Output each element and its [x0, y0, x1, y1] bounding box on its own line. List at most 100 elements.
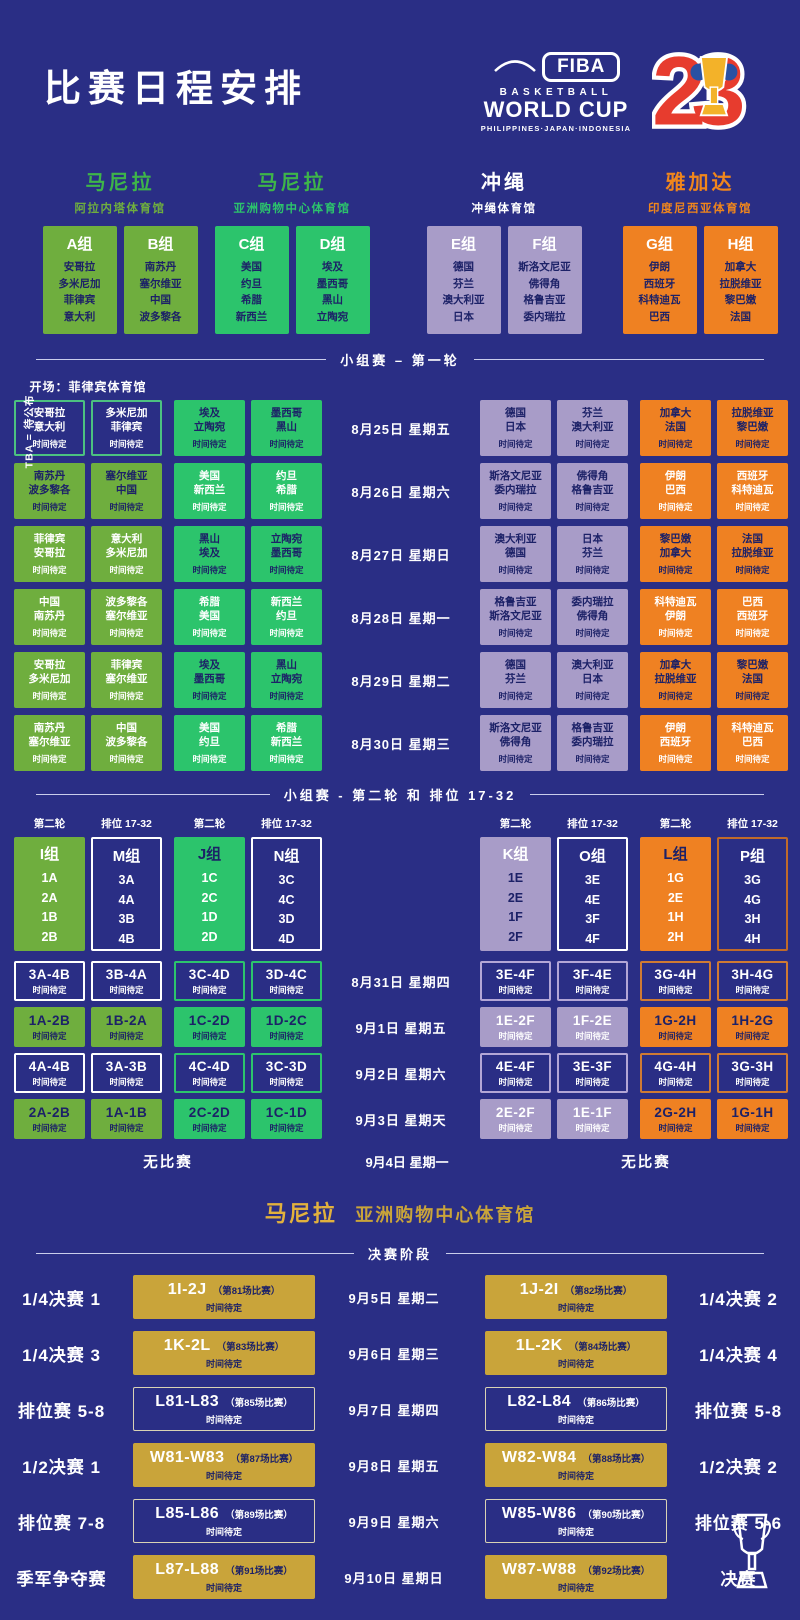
tbd-label: 时间待定 [32, 984, 67, 995]
match-code: 3B-4A [105, 966, 148, 982]
team-name: 芬兰 [453, 277, 474, 290]
team-name: 格鲁吉亚 [571, 722, 614, 734]
round1-section: 小组赛 – 第一轮 开场：菲律宾体育馆 安哥拉 意大利 时间待定 多米尼加 菲律宾 时间待… [0, 350, 800, 771]
match-cell: 2C-2D 时间待定 [174, 1099, 245, 1139]
tbd-label: 时间待定 [205, 1414, 242, 1425]
tbd-label: 时间待定 [498, 754, 533, 764]
team-name: 黎巴嫩 [724, 294, 757, 306]
team-name: 意大利 [63, 310, 96, 323]
match-pair: 埃及 立陶宛 时间待定 墨西哥 黑山 时间待定 [174, 400, 322, 456]
match-cell: 1C-1D 时间待定 [251, 1099, 322, 1139]
team-name: 黎巴嫩 [736, 659, 769, 671]
finals-match-line: W87-W88 （第92场比赛） [502, 1561, 650, 1579]
finals-row: 排位赛 5-8 L81-L83 （第85场比赛） 时间待定 9月7日 星期四 L82-L8… [0, 1387, 800, 1431]
match-cell: 4G-4H 时间待定 [640, 1053, 711, 1093]
team-name: 新西兰 [193, 484, 226, 496]
tbd-label: 时间待定 [32, 1076, 67, 1087]
tbd-label: 时间待定 [205, 1302, 242, 1313]
match-number-note: （第85场比赛） [225, 1397, 293, 1409]
match-cell: 芬兰 澳大利亚 时间待定 [557, 400, 628, 456]
finals-match-line: L85-L86 （第89场比赛） [155, 1505, 293, 1523]
fiba-hosts-label: PHILIPPINES·JAPAN·INDONESIA [480, 123, 632, 133]
schedule-row: 菲律宾 安哥拉 时间待定 意大利 多米尼加 时间待定 黑山 埃及 时间待定 立陶宛 墨西哥 时间待定 8… [0, 526, 800, 582]
match-code: W82-W84 [501, 1448, 577, 1466]
team-name: 委内瑞拉 [494, 484, 537, 496]
tbd-label: 时间待定 [109, 984, 144, 995]
team-name: 德国 [453, 261, 474, 273]
match-cell: 斯洛文尼亚 委内瑞拉 时间待定 [480, 463, 551, 519]
team-name: 新西兰 [270, 736, 303, 748]
schedule-row: 4A-4B 时间待定 3A-3B 时间待定 4C-4D 时间待定 3C-3D 时间待定 9月2日… [0, 1053, 800, 1093]
match-pair: 斯洛文尼亚 委内瑞拉 时间待定 佛得角 格鲁吉亚 时间待定 [480, 463, 628, 519]
match-code: L85-L86 [155, 1504, 220, 1522]
venue-arena: 亚洲购物中心体育馆 [233, 203, 351, 215]
match-pair: 澳大利亚 德国 时间待定 日本 芬兰 时间待定 [480, 526, 628, 582]
venue-arena: 冲绳体育馆 [471, 203, 537, 215]
team-name: 希腊 [199, 596, 220, 608]
match-pair: 2C-2D 时间待定 1C-1D 时间待定 [174, 1099, 322, 1139]
match-number-note: （第88场比赛） [582, 1453, 651, 1465]
no-game-right: 无比赛 [621, 1155, 671, 1171]
round2-divider-label: 小组赛 - 第二轮 和 排位 17-32 [283, 788, 517, 803]
finals-venue-city: 马尼拉 [264, 1201, 337, 1226]
tbd-label: 时间待定 [658, 565, 693, 575]
team-name: 中国 [39, 596, 60, 608]
second-round-group-box: N组 3C 4C 3D 4D [251, 837, 322, 951]
tbd-label: 时间待定 [269, 439, 304, 449]
finals-row: 1/4决赛 1 1I-2J （第81场比赛） 时间待定 9月5日 星期二 1J-2I （第8… [0, 1275, 800, 1319]
date-label: 9月2日 星期六 [355, 1066, 447, 1082]
column-header: 排位 17-32 [727, 818, 778, 830]
date-label: 8月31日 星期四 [351, 974, 451, 990]
fiba-worldcup-label: WORLD CUP [483, 96, 629, 122]
finals-match-line: W81-W83 （第87场比赛） [150, 1449, 298, 1467]
group-entry: 1C [201, 871, 218, 885]
team-name: 委内瑞拉 [571, 736, 614, 748]
date-label: 8月30日 星期三 [351, 736, 451, 752]
finals-match-box: L85-L86 （第89场比赛） 时间待定 [133, 1499, 315, 1543]
match-pair: 安哥拉 多米尼加 时间待定 菲律宾 塞尔维亚 时间待定 [14, 652, 162, 708]
schedule-row: 南苏丹 波多黎各 时间待定 塞尔维亚 中国 时间待定 美国 新西兰 时间待定 约旦 希腊 时间待定 8月… [0, 463, 800, 519]
team-name: 墨西哥 [270, 547, 303, 559]
match-number-note: （第84场比赛） [568, 1341, 637, 1353]
team-name: 希腊 [241, 294, 262, 306]
team-name: 美国 [199, 722, 220, 734]
team-name: 澳大利亚 [494, 533, 537, 545]
tbd-label: 时间待定 [192, 628, 227, 638]
group-entry: 1E [507, 871, 524, 885]
finals-match-box: W82-W84 （第88场比赛） 时间待定 [485, 1443, 667, 1487]
group-name: I组 [39, 846, 60, 863]
match-code: 3G-4H [654, 966, 697, 982]
opening-venue-note: 开场：菲律宾体育馆 [29, 380, 147, 394]
tbd-label: 时间待定 [658, 691, 693, 701]
team-name: 拉脱维亚 [719, 277, 762, 290]
group-name: O组 [579, 848, 606, 865]
finals-stage-label: 1/2决赛 2 [699, 1457, 778, 1477]
team-name: 巴西 [665, 484, 686, 496]
group-entry: 4D [278, 931, 295, 946]
match-pair: 加拿大 法国 时间待定 拉脱维亚 黎巴嫩 时间待定 [640, 400, 788, 456]
tbd-label: 时间待定 [109, 1076, 144, 1087]
team-name: 斯洛文尼亚 [518, 261, 571, 273]
team-name: 意大利 [33, 421, 66, 433]
team-name: 科特迪瓦 [654, 596, 697, 608]
finals-match-box: L82-L84 （第86场比赛） 时间待定 [485, 1387, 667, 1431]
group-name: H组 [727, 236, 754, 253]
tbd-label: 时间待定 [32, 628, 67, 638]
schedule-row: 3A-4B 时间待定 3B-4A 时间待定 3C-4D 时间待定 3D-4C 时间待定 8月31… [0, 961, 800, 1001]
tbd-label: 时间待定 [575, 691, 610, 701]
tbd-label: 时间待定 [32, 754, 67, 764]
team-name: 塞尔维亚 [105, 673, 148, 685]
date-label: 8月25日 星期五 [351, 421, 451, 437]
team-name: 德国 [505, 659, 526, 671]
match-cell: 安哥拉 意大利 时间待定 [14, 400, 85, 456]
match-cell: 波多黎各 塞尔维亚 时间待定 [91, 589, 162, 645]
venue-arena: 阿拉内塔体育馆 [74, 203, 166, 215]
team-name: 塞尔维亚 [105, 610, 148, 622]
group-box: B组 南苏丹 塞尔维亚 中国 波多黎各 [123, 226, 198, 334]
team-name: 伊朗 [649, 261, 670, 273]
group-entry: 4H [744, 931, 761, 946]
match-code: 1G-1H [731, 1104, 774, 1120]
tbd-label: 时间待定 [32, 1122, 67, 1133]
match-number-note: （第90场比赛） [582, 1509, 651, 1521]
